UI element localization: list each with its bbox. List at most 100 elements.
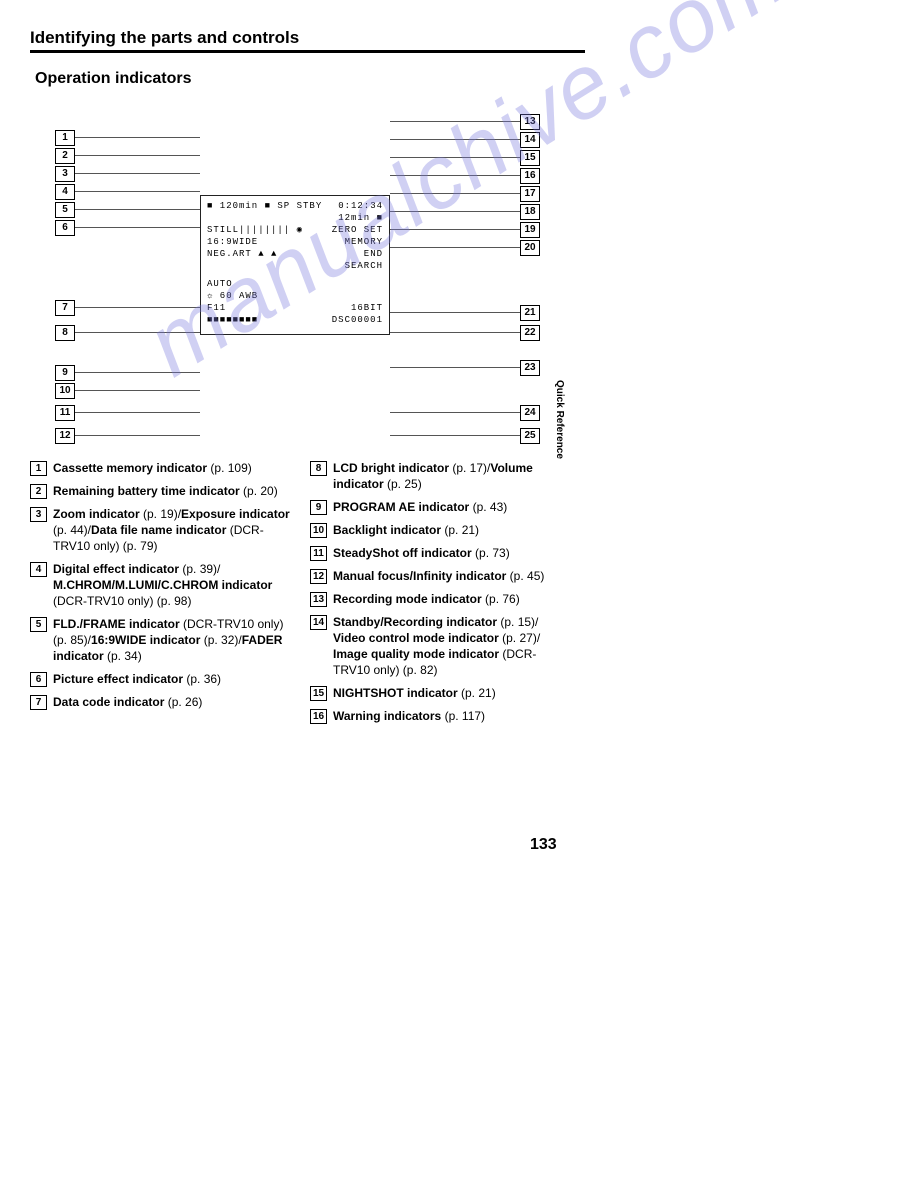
callout-7: 7 bbox=[55, 300, 75, 316]
legend-text: SteadyShot off indicator (p. 73) bbox=[333, 545, 570, 561]
lead-line bbox=[390, 193, 520, 194]
legend-number-box: 1 bbox=[30, 461, 47, 476]
callout-24: 24 bbox=[520, 405, 540, 421]
lead-line bbox=[390, 412, 520, 413]
lcd-r9l: F11 bbox=[207, 302, 226, 314]
callout-15: 15 bbox=[520, 150, 540, 166]
legend-number-box: 3 bbox=[30, 507, 47, 522]
callout-18: 18 bbox=[520, 204, 540, 220]
legend-text: Cassette memory indicator (p. 109) bbox=[53, 460, 290, 476]
legend-text: PROGRAM AE indicator (p. 43) bbox=[333, 499, 570, 515]
lcd-r5l: NEG.ART ▲ ▲ bbox=[207, 248, 277, 260]
legend-item-6: 6 Picture effect indicator (p. 36) bbox=[30, 671, 290, 687]
legend-text: Picture effect indicator (p. 36) bbox=[53, 671, 290, 687]
legend-number-box: 7 bbox=[30, 695, 47, 710]
lcd-panel: ■ 120min ■ SP STBY0:12:34 12min ■ STILL|… bbox=[200, 195, 390, 335]
lcd-r2r: 12min ■ bbox=[338, 212, 383, 224]
lead-line bbox=[75, 227, 200, 228]
lead-line bbox=[75, 412, 200, 413]
lead-line bbox=[390, 247, 520, 248]
callout-2: 2 bbox=[55, 148, 75, 164]
legend-item-14: 14 Standby/Recording indicator (p. 15)/ V… bbox=[310, 614, 570, 678]
legend-number-box: 14 bbox=[310, 615, 327, 630]
lead-line bbox=[390, 175, 520, 176]
callout-8: 8 bbox=[55, 325, 75, 341]
lcd-r3r: ZERO SET bbox=[332, 224, 383, 236]
legend-text: Standby/Recording indicator (p. 15)/ Vid… bbox=[333, 614, 570, 678]
callout-3: 3 bbox=[55, 166, 75, 182]
legend-item-2: 2Remaining battery time indicator (p. 20… bbox=[30, 483, 290, 499]
legend-item-12: 12 Manual focus/Infinity indicator (p. 45… bbox=[310, 568, 570, 584]
legend-item-13: 13 Recording mode indicator (p. 76) bbox=[310, 591, 570, 607]
callout-1: 1 bbox=[55, 130, 75, 146]
legend-number-box: 4 bbox=[30, 562, 47, 577]
lead-line bbox=[75, 332, 200, 333]
lead-line bbox=[75, 191, 200, 192]
lead-line bbox=[390, 121, 520, 122]
lead-line bbox=[390, 211, 520, 212]
page-number: 133 bbox=[530, 836, 557, 854]
legend-item-4: 4Digital effect indicator (p. 39)/ M.CHR… bbox=[30, 561, 290, 609]
lcd-r3l: STILL|||||||| ◉ bbox=[207, 224, 303, 236]
lead-line bbox=[390, 435, 520, 436]
callout-16: 16 bbox=[520, 168, 540, 184]
legend-text: Backlight indicator (p. 21) bbox=[333, 522, 570, 538]
legend-item-3: 3Zoom indicator (p. 19)/Exposure indicat… bbox=[30, 506, 290, 554]
lcd-r1l: ■ 120min ■ SP STBY bbox=[207, 200, 322, 212]
callout-13: 13 bbox=[520, 114, 540, 130]
legend-item-5: 5 FLD./FRAME indicator (DCR-TRV10 only) (… bbox=[30, 616, 290, 664]
lcd-r5r: END bbox=[364, 248, 383, 260]
lcd-r10l: ■■■■■■■■ bbox=[207, 314, 258, 326]
lcd-r10r: DSC00001 bbox=[332, 314, 383, 326]
legend-text: Manual focus/Infinity indicator (p. 45) bbox=[333, 568, 570, 584]
callout-20: 20 bbox=[520, 240, 540, 256]
callout-10: 10 bbox=[55, 383, 75, 399]
lcd-r8l: ☼ 60 AWB bbox=[207, 290, 258, 302]
legend-item-16: 16 Warning indicators (p. 117) bbox=[310, 708, 570, 724]
callout-5: 5 bbox=[55, 202, 75, 218]
legend-number-box: 5 bbox=[30, 617, 47, 632]
callout-9: 9 bbox=[55, 365, 75, 381]
heading-rule bbox=[30, 50, 585, 53]
legend-item-8: 8 LCD bright indicator (p. 17)/Volume ind… bbox=[310, 460, 570, 492]
callout-11: 11 bbox=[55, 405, 75, 421]
lead-line bbox=[390, 139, 520, 140]
legend-text: Recording mode indicator (p. 76) bbox=[333, 591, 570, 607]
legend-number-box: 12 bbox=[310, 569, 327, 584]
callout-4: 4 bbox=[55, 184, 75, 200]
lead-line bbox=[75, 155, 200, 156]
legend-item-10: 10 Backlight indicator (p. 21) bbox=[310, 522, 570, 538]
legend-number-box: 16 bbox=[310, 709, 327, 724]
callout-17: 17 bbox=[520, 186, 540, 202]
lead-line bbox=[75, 209, 200, 210]
lead-line bbox=[390, 157, 520, 158]
callout-23: 23 bbox=[520, 360, 540, 376]
callout-25: 25 bbox=[520, 428, 540, 444]
callout-21: 21 bbox=[520, 305, 540, 321]
lead-line bbox=[390, 332, 520, 333]
legend-number-box: 6 bbox=[30, 672, 47, 687]
lead-line bbox=[75, 137, 200, 138]
legend-number-box: 8 bbox=[310, 461, 327, 476]
lcd-r4r: MEMORY bbox=[345, 236, 383, 248]
legend-text: Remaining battery time indicator (p. 20) bbox=[53, 483, 290, 499]
legend-number-box: 10 bbox=[310, 523, 327, 538]
legend-text: NIGHTSHOT indicator (p. 21) bbox=[333, 685, 570, 701]
lead-line bbox=[75, 372, 200, 373]
lead-line bbox=[75, 435, 200, 436]
legend-text: Warning indicators (p. 117) bbox=[333, 708, 570, 724]
lead-line bbox=[75, 390, 200, 391]
legend-item-9: 9 PROGRAM AE indicator (p. 43) bbox=[310, 499, 570, 515]
legend-number-box: 9 bbox=[310, 500, 327, 515]
side-section-label: Quick Reference bbox=[554, 380, 565, 459]
legend-item-7: 7Data code indicator (p. 26) bbox=[30, 694, 290, 710]
legend-number-box: 13 bbox=[310, 592, 327, 607]
legend-item-1: 1 Cassette memory indicator (p. 109) bbox=[30, 460, 290, 476]
legend-text: FLD./FRAME indicator (DCR-TRV10 only) (p… bbox=[53, 616, 290, 664]
lcd-r7l: AUTO bbox=[207, 278, 233, 290]
legend-text: LCD bright indicator (p. 17)/Volume indi… bbox=[333, 460, 570, 492]
legend-item-15: 15 NIGHTSHOT indicator (p. 21) bbox=[310, 685, 570, 701]
legend-number-box: 15 bbox=[310, 686, 327, 701]
lead-line bbox=[390, 367, 520, 368]
lead-line bbox=[75, 173, 200, 174]
